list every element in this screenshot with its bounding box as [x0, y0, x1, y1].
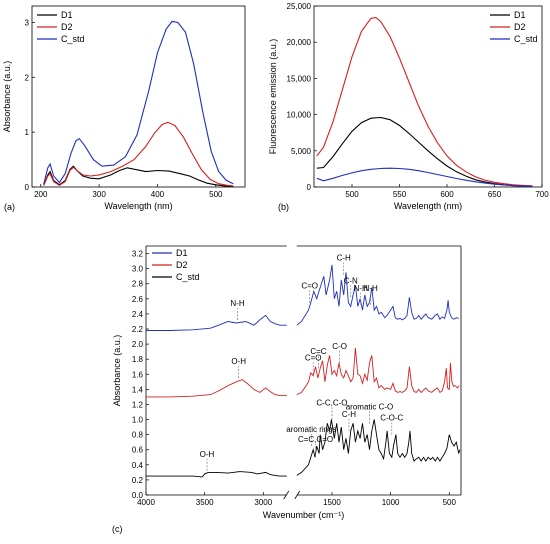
annotation-label-4: N-H [354, 284, 368, 293]
annotation-label-0: N-H [230, 299, 244, 308]
x-tick-label-c-2: 3000 [254, 498, 272, 507]
y-axis-label-b: Fluorescence emission (a.u.) [268, 39, 278, 155]
annotation-label-10: O-H [200, 450, 215, 459]
annotation-label-3: C-N [344, 276, 358, 285]
y-tick-label-b-3: 15,000 [287, 74, 312, 83]
x-axis-label-b: Wavelength (nm) [394, 201, 462, 211]
annotation-label-8: C-O [332, 342, 347, 351]
annotation-label-5: N-H [364, 284, 378, 293]
y-tick-label-b-2: 10,000 [287, 111, 312, 120]
axis-break-mark-1 [294, 490, 301, 500]
series-line-c-D1-fingerprint [296, 264, 459, 326]
y-tick-label-c-3: 0.6 [132, 446, 144, 455]
x-axis-label-a: Wavelength (nm) [104, 201, 172, 211]
annotation-label-13: C-C,C-O [316, 399, 347, 408]
legend-b-label-1: D2 [514, 22, 526, 32]
series-line-c-D2-high-wavenumber [146, 379, 287, 398]
y-tick-label-c-14: 2.8 [132, 280, 144, 289]
y-axis-label-c: Absorbance (a.u.) [112, 335, 122, 407]
x-tick-label-c-4: 1000 [382, 498, 400, 507]
y-tick-label-c-7: 1.4 [132, 385, 144, 394]
y-tick-label-c-6: 1.2 [132, 400, 144, 409]
annotation-label-1: C=O [301, 282, 318, 291]
y-tick-label-a-1: 1 [25, 128, 30, 137]
x-tick-label-c-0: 4000 [137, 498, 155, 507]
y-tick-label-c-9: 1.8 [132, 355, 144, 364]
series-line-b-D1 [316, 116, 533, 187]
legend-c-label-2: C_std [176, 272, 200, 282]
y-tick-label-b-5: 25,000 [287, 2, 312, 11]
x-axis-label-c: Wavenumber (cm⁻¹) [263, 510, 344, 520]
series-line-c-D1-high-wavenumber [146, 314, 287, 331]
y-tick-label-c-15: 3.0 [132, 265, 144, 274]
y-tick-label-c-4: 0.8 [132, 431, 144, 440]
annotation-label-15: aromatic C-O [346, 402, 394, 411]
x-tick-label-c-5: 500 [443, 498, 457, 507]
x-tick-label-b-4: 700 [535, 190, 549, 199]
panel-c-ftir-spectra: 4000 3500 3000 1500 1000 500 0.0 0.2 0.4 0.6 0.8 1.… [112, 245, 462, 534]
series-line-c-C_std-fingerprint [296, 419, 461, 476]
annotation-label-6: O-H [231, 357, 246, 366]
y-tick-label-c-10: 2.0 [132, 340, 144, 349]
panel-b-fluorescence-emission: 500 550 600 650 700 0 5,000 10,000 15,000 20,000 2… [268, 2, 549, 212]
annotation-label-2: C-H [337, 254, 351, 263]
panel-label-b: (b) [278, 202, 289, 212]
x-tick-label-b-2: 600 [440, 190, 454, 199]
y-tick-label-c-16: 3.2 [132, 250, 144, 259]
series-line-c-D2-fingerprint [296, 347, 460, 396]
plot-frame-b [313, 5, 543, 188]
axis-break-mark-0 [283, 490, 290, 500]
x-tick-label-a-3: 500 [209, 190, 223, 199]
x-tick-label-b-3: 650 [488, 190, 502, 199]
series-line-a-C_std [43, 20, 234, 185]
panel-a-uv-absorbance: 200 300 400 500 0 1 2 3 Wavelength (nm) Absorbanc… [2, 5, 246, 212]
legend-b-label-0: D1 [514, 10, 526, 20]
x-tick-label-b-1: 550 [393, 190, 407, 199]
y-tick-label-c-0: 0.0 [132, 491, 144, 500]
annotation-label-9: C=O [305, 353, 322, 362]
series-line-b-C_std [316, 167, 533, 187]
y-tick-label-c-2: 0.4 [132, 461, 144, 470]
legend-c-label-0: D1 [176, 248, 188, 258]
legend-c-label-1: D2 [176, 260, 188, 270]
x-tick-label-a-0: 200 [34, 190, 48, 199]
x-tick-label-a-2: 400 [151, 190, 165, 199]
y-tick-label-c-8: 1.6 [132, 370, 144, 379]
legend-a-label-1: D2 [61, 22, 73, 32]
x-tick-label-a-1: 300 [92, 190, 106, 199]
series-line-b-D2 [316, 17, 533, 187]
annotation-label-11: aromatic rings [286, 425, 336, 434]
series-line-c-C_std-high-wavenumber [146, 471, 287, 478]
panel-label-a: (a) [4, 202, 15, 212]
plot-frame-a [31, 5, 246, 188]
y-tick-label-a-2: 2 [25, 73, 30, 82]
annotation-label-7: C=C [310, 347, 326, 356]
y-tick-label-c-13: 2.6 [132, 295, 144, 304]
x-tick-label-c-3: 1500 [323, 498, 341, 507]
series-line-a-D1 [43, 165, 234, 188]
panel-label-c: (c) [112, 524, 123, 534]
legend-b-label-2: C_std [514, 34, 538, 44]
annotation-label-14: C-H [342, 410, 356, 419]
y-tick-label-c-12: 2.4 [132, 310, 144, 319]
y-tick-label-b-0: 0 [307, 183, 312, 192]
y-tick-label-b-4: 20,000 [287, 38, 312, 47]
annotation-label-12: C=C,C=O [298, 435, 333, 444]
y-tick-label-a-3: 3 [25, 18, 30, 27]
annotation-label-16: C-O-C [380, 414, 403, 423]
x-tick-label-c-1: 3500 [196, 498, 214, 507]
series-line-a-D2 [43, 121, 234, 187]
legend-a-label-0: D1 [61, 10, 73, 20]
y-axis-label-a: Absorbance (a.u.) [2, 61, 12, 133]
y-tick-label-b-1: 5,000 [291, 147, 312, 156]
y-tick-label-c-1: 0.2 [132, 476, 144, 485]
legend-a-label-2: C_std [61, 34, 85, 44]
x-tick-label-b-0: 500 [345, 190, 359, 199]
y-tick-label-c-5: 1.0 [132, 416, 144, 425]
y-tick-label-c-11: 2.2 [132, 325, 144, 334]
y-tick-label-a-0: 0 [25, 183, 30, 192]
